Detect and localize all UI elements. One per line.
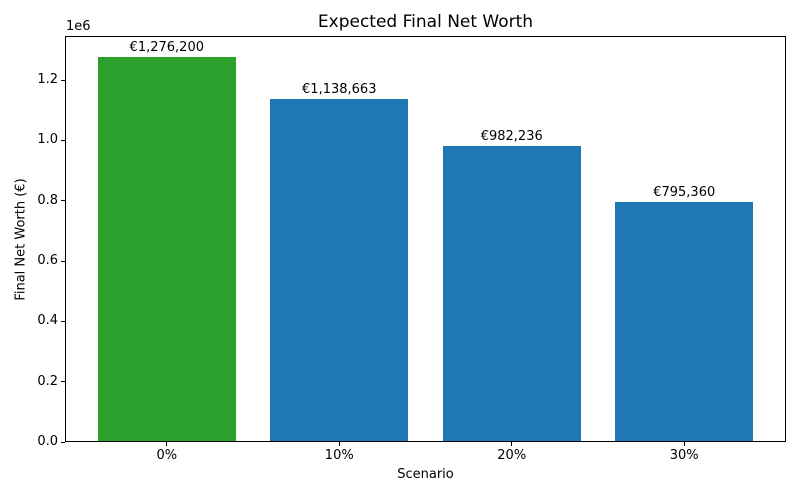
bar-value-label: €982,236 bbox=[480, 128, 543, 144]
y-tick-label: 0.4 bbox=[37, 313, 58, 329]
bar-10% bbox=[270, 98, 409, 442]
y-tick-label: 0.8 bbox=[37, 192, 58, 208]
y-tick bbox=[61, 381, 65, 383]
y-tick-label: 0.2 bbox=[37, 373, 58, 389]
y-tick bbox=[61, 139, 65, 141]
x-tick-label: 10% bbox=[324, 448, 354, 463]
x-tick bbox=[166, 442, 168, 446]
x-axis-label: Scenario bbox=[397, 467, 454, 482]
y-tick bbox=[61, 200, 65, 202]
y-axis-offset-label: 1e6 bbox=[66, 19, 91, 34]
y-tick-label: 0.6 bbox=[37, 253, 58, 269]
y-tick-label: 1.0 bbox=[37, 132, 58, 148]
y-tick-label: 0.0 bbox=[37, 434, 58, 449]
bar-value-label: €795,360 bbox=[653, 185, 716, 201]
y-tick bbox=[61, 320, 65, 322]
y-tick bbox=[61, 260, 65, 262]
x-tick-label: 30% bbox=[669, 448, 699, 463]
bar-20% bbox=[442, 145, 581, 442]
chart-title: Expected Final Net Worth bbox=[317, 12, 534, 32]
plot-area bbox=[65, 36, 786, 442]
x-tick bbox=[338, 442, 340, 446]
bar-0% bbox=[97, 57, 236, 442]
x-tick bbox=[683, 442, 685, 446]
y-tick bbox=[61, 79, 65, 81]
x-tick-label: 20% bbox=[497, 448, 527, 463]
x-tick bbox=[511, 442, 513, 446]
bar-value-label: €1,138,663 bbox=[302, 81, 377, 97]
bar-value-label: €1,276,200 bbox=[129, 40, 204, 56]
bar-30% bbox=[615, 202, 754, 442]
y-tick-label: 1.2 bbox=[37, 72, 58, 88]
y-tick bbox=[61, 441, 65, 443]
x-tick-label: 0% bbox=[156, 448, 178, 463]
